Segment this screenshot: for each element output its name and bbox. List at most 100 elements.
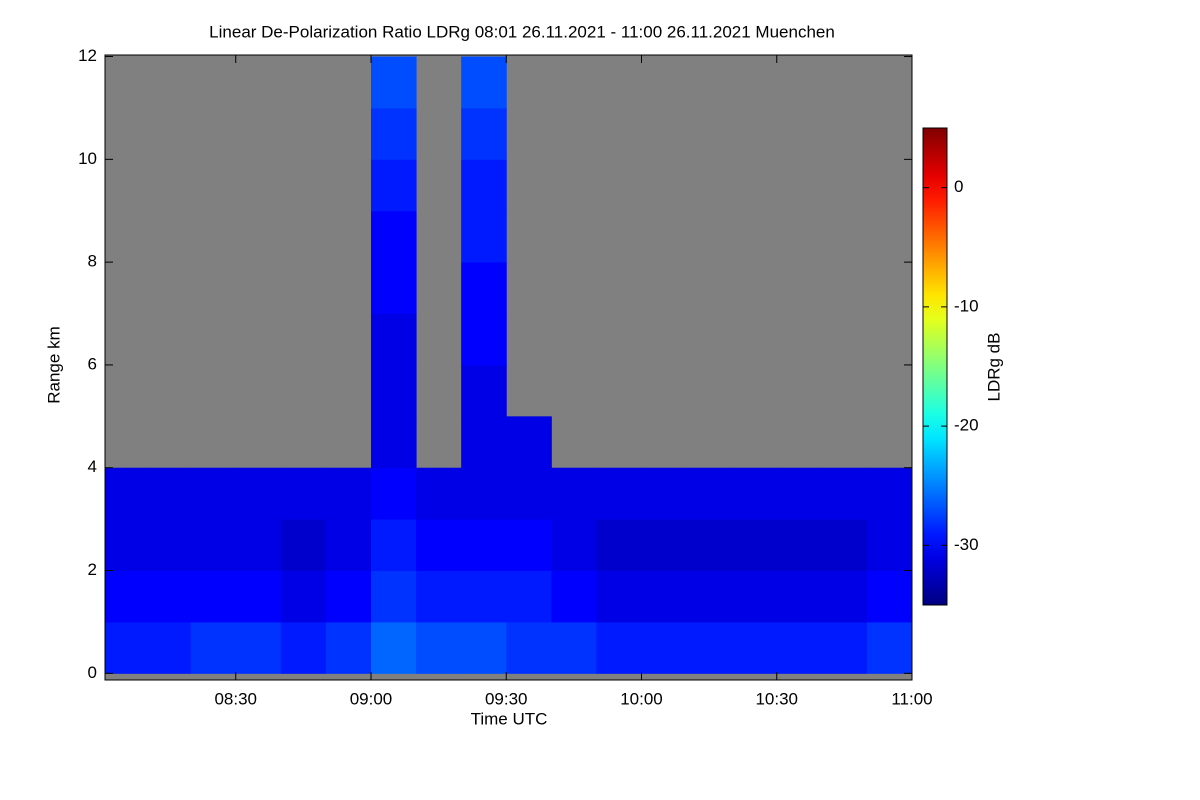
- heatmap-cell: [461, 621, 507, 674]
- heatmap-cell: [370, 467, 417, 520]
- heatmap-cell: [370, 416, 417, 469]
- heatmap-cell: [145, 621, 192, 674]
- heatmap-cell: [776, 570, 823, 623]
- heatmap-cell: [370, 313, 417, 366]
- heatmap-cell: [325, 467, 372, 520]
- heatmap-cell: [821, 467, 868, 520]
- heatmap-cell: [325, 621, 372, 674]
- heatmap-cell: [866, 519, 913, 572]
- x-tick-label: 09:30: [485, 689, 528, 708]
- heatmap-cell: [280, 467, 327, 520]
- chart-title: Linear De-Polarization Ratio LDRg 08:01 …: [209, 22, 835, 41]
- heatmap-cell: [821, 519, 868, 572]
- heatmap-cell: [370, 621, 417, 674]
- x-tick-label: 08:30: [214, 689, 257, 708]
- heatmap-cell: [821, 570, 868, 623]
- y-tick-label: 10: [78, 149, 97, 168]
- heatmap-cell: [280, 519, 327, 572]
- heatmap-cell: [686, 467, 733, 520]
- colorbar-tick-label: 0: [954, 177, 963, 196]
- heatmap-cell: [551, 467, 597, 520]
- heatmap-cell: [105, 570, 147, 623]
- x-tick-label: 11:00: [891, 689, 932, 708]
- colorbar: [922, 127, 948, 606]
- heatmap-cell: [731, 570, 778, 623]
- heatmap-cell: [686, 570, 733, 623]
- heatmap-cell: [370, 262, 417, 315]
- heatmap-cell: [280, 621, 327, 674]
- heatmap-cell: [461, 210, 507, 263]
- heatmap-cell: [641, 519, 688, 572]
- y-tick-label: 2: [88, 560, 97, 579]
- heatmap-cell: [145, 519, 192, 572]
- heatmap-cell: [461, 262, 507, 315]
- heatmap-cell: [235, 621, 282, 674]
- heatmap-cell: [596, 519, 642, 572]
- heatmap-cell: [190, 621, 237, 674]
- heatmap-cell: [190, 570, 237, 623]
- y-tick-label: 0: [88, 663, 97, 682]
- heatmap-cell: [370, 364, 417, 417]
- heatmap-cell: [235, 467, 282, 520]
- heatmap-cell: [731, 621, 778, 674]
- heatmap-cell: [551, 621, 597, 674]
- heatmap-cell: [280, 570, 327, 623]
- heatmap-cell: [190, 467, 237, 520]
- heatmap-cell: [145, 570, 192, 623]
- heatmap-cell: [416, 519, 462, 572]
- heatmap-cell: [461, 313, 507, 366]
- x-tick-label: 10:00: [620, 689, 663, 708]
- heatmap-cell: [866, 467, 913, 520]
- y-tick-label: 12: [78, 46, 97, 65]
- heatmap-cell: [461, 570, 507, 623]
- heatmap-cell: [105, 621, 147, 674]
- heatmap-cell: [235, 570, 282, 623]
- colorbar-tick-label: -20: [954, 416, 979, 435]
- colorbar-label: LDRg dB: [984, 333, 1003, 402]
- heatmap-cell: [235, 519, 282, 572]
- heatmap-cell: [105, 519, 147, 572]
- heatmap-cell: [506, 467, 552, 520]
- heatmap-cell: [145, 467, 192, 520]
- heatmap-cell: [416, 570, 462, 623]
- heatmap-cell: [506, 416, 552, 469]
- heatmap-cell: [641, 570, 688, 623]
- heatmap-cell: [370, 159, 417, 212]
- y-tick-label: 4: [88, 457, 97, 476]
- heatmap-cell: [416, 621, 462, 674]
- heatmap-cell: [686, 519, 733, 572]
- heatmap-cell: [461, 467, 507, 520]
- heatmap-cell: [190, 519, 237, 572]
- heatmap-cell: [105, 467, 147, 520]
- heatmap-cell: [506, 621, 552, 674]
- heatmap-cell: [370, 56, 417, 109]
- heatmap-cell: [461, 416, 507, 469]
- heatmap-cell: [370, 210, 417, 263]
- heatmap-cell: [866, 621, 913, 674]
- heatmap-cell: [821, 621, 868, 674]
- x-tick-label: 09:00: [350, 689, 393, 708]
- heatmap-cell: [596, 621, 642, 674]
- x-tick-label: 10:30: [755, 689, 798, 708]
- colorbar-tick-label: -10: [954, 296, 979, 315]
- heatmap-cell: [325, 519, 372, 572]
- heatmap-cell: [731, 519, 778, 572]
- heatmap-cell: [551, 519, 597, 572]
- heatmap-cell: [776, 519, 823, 572]
- heatmap-cell: [596, 467, 642, 520]
- heatmap-cell: [416, 467, 462, 520]
- heatmap-cell: [551, 570, 597, 623]
- heatmap-cell: [461, 364, 507, 417]
- heatmap-cell: [776, 467, 823, 520]
- heatmap-cell: [866, 570, 913, 623]
- heatmap-cell: [596, 570, 642, 623]
- heatmap-cell: [370, 570, 417, 623]
- heatmap-cell: [461, 519, 507, 572]
- y-axis-label: Range km: [44, 326, 63, 403]
- heatmap-cell: [641, 621, 688, 674]
- heatmap-cell: [461, 107, 507, 160]
- heatmap-cell: [641, 467, 688, 520]
- y-tick-label: 6: [88, 354, 97, 373]
- plot-frame: [104, 54, 913, 681]
